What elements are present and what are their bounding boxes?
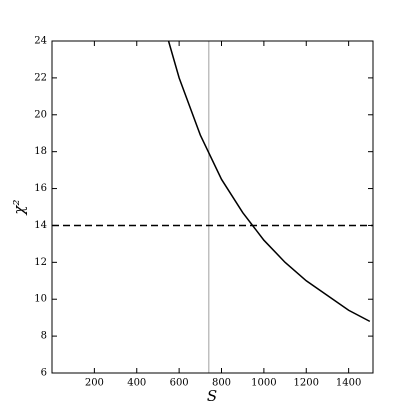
y-axis-label: χ² [10,199,28,215]
x-tick-label: 1000 [251,378,276,389]
x-tick-label: 200 [85,378,104,389]
plot-frame [51,40,374,374]
y-tick-label: 6 [41,368,47,379]
x-tick-label: 1200 [294,378,319,389]
x-tick-label: 800 [212,378,231,389]
y-tick-label: 18 [34,146,47,157]
x-tick-label: 400 [127,378,146,389]
y-tick-label: 10 [34,294,47,305]
y-tick-label: 8 [41,331,47,342]
y-tick-label: 20 [34,109,47,120]
y-tick-label: 22 [34,72,47,83]
x-tick-label: 600 [170,378,189,389]
y-tick-label: 24 [34,36,47,47]
x-axis-label: S [207,387,217,405]
y-tick-label: 12 [34,257,47,268]
curve [167,40,371,323]
x-tick-label: 1400 [336,378,361,389]
y-tick-label: 16 [34,183,47,194]
y-tick-label: 14 [34,220,47,231]
